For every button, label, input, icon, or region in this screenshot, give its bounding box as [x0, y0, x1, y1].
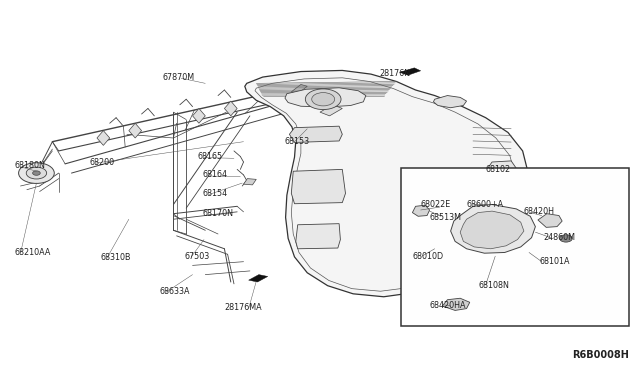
Text: 68165: 68165	[198, 152, 223, 161]
Polygon shape	[399, 68, 420, 75]
Polygon shape	[412, 205, 429, 216]
Text: 68200: 68200	[90, 157, 115, 167]
Polygon shape	[486, 161, 516, 179]
Text: 68210AA: 68210AA	[14, 248, 51, 257]
Circle shape	[559, 235, 572, 242]
Text: 68600+A: 68600+A	[467, 200, 504, 209]
Circle shape	[19, 163, 54, 183]
Polygon shape	[291, 169, 346, 204]
Text: 68420HA: 68420HA	[429, 301, 466, 311]
Circle shape	[26, 167, 47, 179]
Polygon shape	[244, 179, 256, 185]
Polygon shape	[291, 84, 307, 94]
Polygon shape	[225, 101, 237, 116]
Polygon shape	[193, 109, 205, 123]
Circle shape	[312, 93, 335, 106]
Polygon shape	[285, 88, 366, 107]
Bar	[401, 167, 629, 326]
Polygon shape	[296, 224, 340, 249]
Text: 68154: 68154	[203, 189, 228, 198]
Text: 28176N: 28176N	[380, 69, 411, 78]
Polygon shape	[289, 126, 342, 142]
Polygon shape	[451, 205, 536, 253]
Text: 68180N: 68180N	[14, 161, 45, 170]
Polygon shape	[433, 96, 467, 108]
Text: 68108N: 68108N	[478, 281, 509, 290]
Text: 28176MA: 28176MA	[225, 303, 262, 312]
Text: 67503: 67503	[185, 251, 210, 261]
Polygon shape	[538, 214, 562, 227]
Circle shape	[305, 89, 341, 110]
Text: 68513M: 68513M	[429, 213, 461, 222]
Text: 68153: 68153	[285, 137, 310, 146]
Text: 68164: 68164	[203, 170, 228, 179]
Text: 68022E: 68022E	[420, 200, 451, 209]
Text: 68420H: 68420H	[524, 207, 555, 217]
Polygon shape	[97, 131, 109, 145]
Text: 24860M: 24860M	[543, 233, 575, 242]
Polygon shape	[245, 70, 528, 297]
Polygon shape	[248, 275, 268, 282]
Text: 68102: 68102	[486, 165, 511, 174]
Polygon shape	[460, 198, 497, 214]
Text: 67870M: 67870M	[163, 73, 195, 81]
Polygon shape	[129, 123, 141, 138]
Polygon shape	[320, 105, 342, 116]
Text: 68170N: 68170N	[203, 209, 234, 218]
Polygon shape	[460, 211, 524, 249]
Text: 68101A: 68101A	[540, 257, 570, 266]
Polygon shape	[442, 298, 470, 310]
Text: 68633A: 68633A	[159, 287, 190, 296]
Text: 68010D: 68010D	[412, 251, 444, 261]
Text: R6B0008H: R6B0008H	[572, 350, 629, 359]
Text: 68310B: 68310B	[100, 253, 131, 263]
Circle shape	[33, 171, 40, 175]
